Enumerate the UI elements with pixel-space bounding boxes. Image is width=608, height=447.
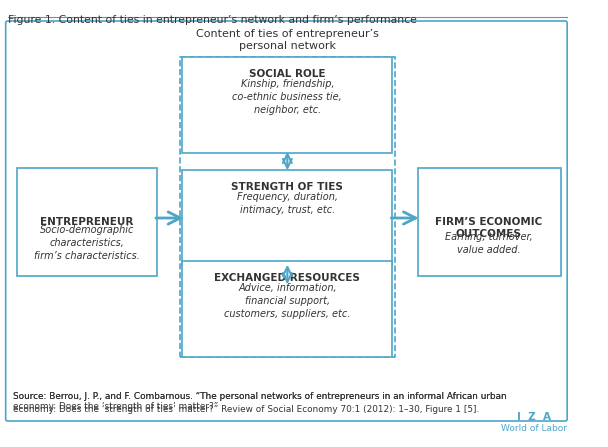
FancyBboxPatch shape [17,168,157,276]
Text: World of Labor: World of Labor [501,424,567,433]
Text: SOCIAL ROLE: SOCIAL ROLE [249,69,326,79]
Text: FIRM’S ECONOMIC
OUTCOMES: FIRM’S ECONOMIC OUTCOMES [435,217,542,240]
FancyBboxPatch shape [5,21,567,421]
FancyBboxPatch shape [182,57,392,153]
FancyBboxPatch shape [182,261,392,357]
FancyBboxPatch shape [418,168,561,276]
FancyBboxPatch shape [182,170,392,266]
Text: Content of ties of entrepreneur’s
personal network: Content of ties of entrepreneur’s person… [196,29,379,51]
Text: EXCHANGED RESOURCES: EXCHANGED RESOURCES [215,273,361,283]
Text: ENTREPRENEUR: ENTREPRENEUR [40,217,134,227]
Text: Advice, information,
financial support,
customers, suppliers, etc.: Advice, information, financial support, … [224,283,351,320]
Text: I  Z  A: I Z A [517,412,551,422]
Text: Figure 1. Content of ties in entrepreneur’s network and firm’s performance: Figure 1. Content of ties in entrepreneu… [7,15,416,25]
Text: Socio-demographic
characteristics,
firm’s characteristics.: Socio-demographic characteristics, firm’… [34,225,140,261]
Text: Frequency, duration,
intimacy, trust, etc.: Frequency, duration, intimacy, trust, et… [237,192,338,215]
Text: Source: Berrou, J. P., and F. Combarnous. “The personal networks of entrepreneur: Source: Berrou, J. P., and F. Combarnous… [13,392,507,413]
Text: Earning, turnover,
value added.: Earning, turnover, value added. [445,232,533,255]
Text: STRENGTH OF TIES: STRENGTH OF TIES [232,182,344,192]
Text: Source: Berrou, J. P., and F. Combarnous. “The personal networks of entrepreneur: Source: Berrou, J. P., and F. Combarnous… [13,392,507,411]
Text: Kinship, friendship,
co-ethnic business tie,
neighbor, etc.: Kinship, friendship, co-ethnic business … [232,79,342,115]
